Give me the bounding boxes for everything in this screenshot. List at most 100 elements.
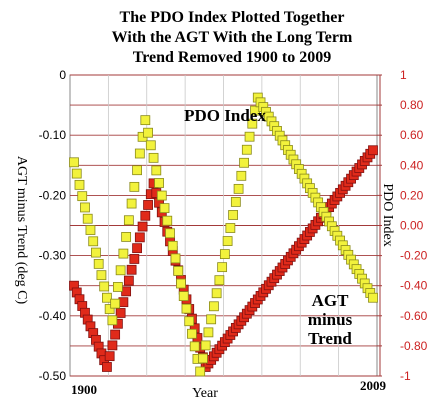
text-layer: 0 -0.10 -0.20 -0.30 -0.40 -0.50 1 0.80 0.60 0.40 0… (14, 9, 428, 401)
pdo-point-4 (80, 202, 90, 213)
pdo-point-13 (104, 304, 115, 314)
pdo-point-40 (178, 291, 189, 301)
pdo-point-52 (211, 288, 222, 299)
agt-point-15 (110, 329, 121, 340)
agt-point-12 (102, 362, 112, 372)
pdo-point-2 (74, 179, 85, 190)
pdo-point-22 (129, 181, 140, 192)
pdo-point-19 (121, 232, 132, 242)
annotation-agt-line-2: minus (308, 310, 353, 329)
pdo-point-10 (96, 270, 107, 281)
pdo-point-47 (198, 353, 208, 364)
pdo-point-64 (244, 131, 255, 142)
pdo-point-9 (93, 258, 104, 269)
pdo-point-31 (154, 178, 164, 188)
left-tick-label-4: -0.40 (39, 309, 67, 323)
agt-point-13 (104, 351, 115, 362)
pdo-point-35 (165, 228, 175, 239)
pdo-point-42 (184, 316, 195, 327)
pdo-point-16 (112, 282, 123, 292)
agt-point-24 (134, 232, 145, 243)
pdo-point-44 (189, 341, 200, 352)
pdo-point-62 (239, 157, 249, 168)
x-start-label: 1900 (71, 382, 97, 397)
pdo-point-7 (88, 236, 99, 247)
pdo-point-56 (222, 236, 233, 246)
x-end-label: 2009 (360, 378, 387, 393)
agt-point-26 (140, 210, 151, 221)
pdo-point-58 (228, 210, 239, 220)
pdo-point-14 (107, 315, 118, 326)
agt-point-19 (121, 286, 132, 297)
pdo-point-15 (110, 298, 121, 309)
left-tick-label-2: -0.20 (39, 188, 67, 202)
pdo-point-50 (206, 314, 217, 325)
right-tick-label-0: 1 (400, 68, 407, 82)
x-axis-label: Year (192, 386, 218, 401)
right-tick-label-7: -0.40 (400, 279, 428, 293)
agt-point-22 (129, 254, 140, 264)
pdo-point-21 (126, 198, 137, 209)
pdo-point-51 (208, 301, 219, 312)
pdo-point-63 (241, 144, 252, 155)
pdo-point-61 (236, 170, 247, 181)
pdo-point-39 (176, 278, 186, 289)
pdo-point-33 (159, 203, 170, 214)
pdo-point-11 (99, 281, 110, 292)
pdo-point-28 (145, 140, 156, 151)
right-tick-label-5: 0.00 (400, 219, 424, 233)
pdo-point-3 (77, 191, 88, 202)
left-tick-label-3: -0.30 (39, 249, 67, 263)
agt-point-17 (115, 308, 126, 318)
annotation-agt-line-3: Trend (308, 329, 352, 348)
pdo-point-27 (143, 127, 153, 138)
pdo-point-41 (181, 303, 192, 314)
agt-point-18 (118, 297, 129, 308)
pdo-point-34 (162, 215, 173, 226)
left-tick-label-1: -0.10 (39, 128, 67, 142)
pdo-point-49 (203, 327, 214, 338)
pdo-point-29 (148, 152, 159, 163)
right-tick-label-8: -0.60 (400, 309, 428, 323)
right-tick-label-10: -1 (400, 369, 411, 383)
agt-point-21 (126, 264, 137, 275)
pdo-point-18 (118, 248, 129, 259)
agt-point-109 (368, 145, 378, 156)
annotation-pdo: PDO Index (184, 106, 266, 125)
agt-point-23 (132, 243, 142, 254)
pdo-point-48 (200, 340, 211, 351)
chart-title-line-1: The PDO Index Plotted Together (120, 9, 345, 26)
pdo-point-8 (91, 247, 101, 258)
right-tick-label-4: 0.20 (400, 188, 424, 202)
pdo-point-38 (173, 266, 184, 276)
pdo-point-37 (170, 253, 181, 264)
pdo-point-109 (368, 292, 378, 303)
pdo-point-5 (82, 213, 93, 224)
right-tick-label-9: -0.80 (400, 339, 428, 353)
series-layer (69, 92, 378, 377)
left-tick-label-0: 0 (59, 68, 66, 82)
pdo-point-26 (140, 115, 151, 126)
pdo-point-17 (115, 265, 126, 276)
chart-title-line-3: Trend Removed 1900 to 2009 (133, 49, 332, 66)
pdo-point-59 (230, 197, 241, 207)
right-tick-label-1: 0.80 (400, 98, 424, 112)
pdo-point-53 (214, 275, 225, 286)
pdo-point-57 (225, 223, 236, 233)
pdo-point-0 (69, 157, 79, 168)
pdo-point-24 (134, 148, 145, 159)
agt-point-25 (137, 221, 148, 232)
agt-point-14 (107, 340, 118, 351)
pdo-point-30 (151, 165, 162, 176)
pdo-point-54 (217, 262, 228, 273)
pdo-point-6 (85, 225, 96, 235)
agt-point-20 (123, 275, 134, 286)
pdo-point-20 (123, 215, 134, 226)
right-tick-label-3: 0.40 (400, 158, 424, 172)
pdo-point-55 (219, 249, 230, 259)
pdo-point-32 (156, 190, 167, 201)
annotation-agt-line-1: AGT (312, 291, 350, 310)
pdo-point-1 (71, 168, 82, 179)
